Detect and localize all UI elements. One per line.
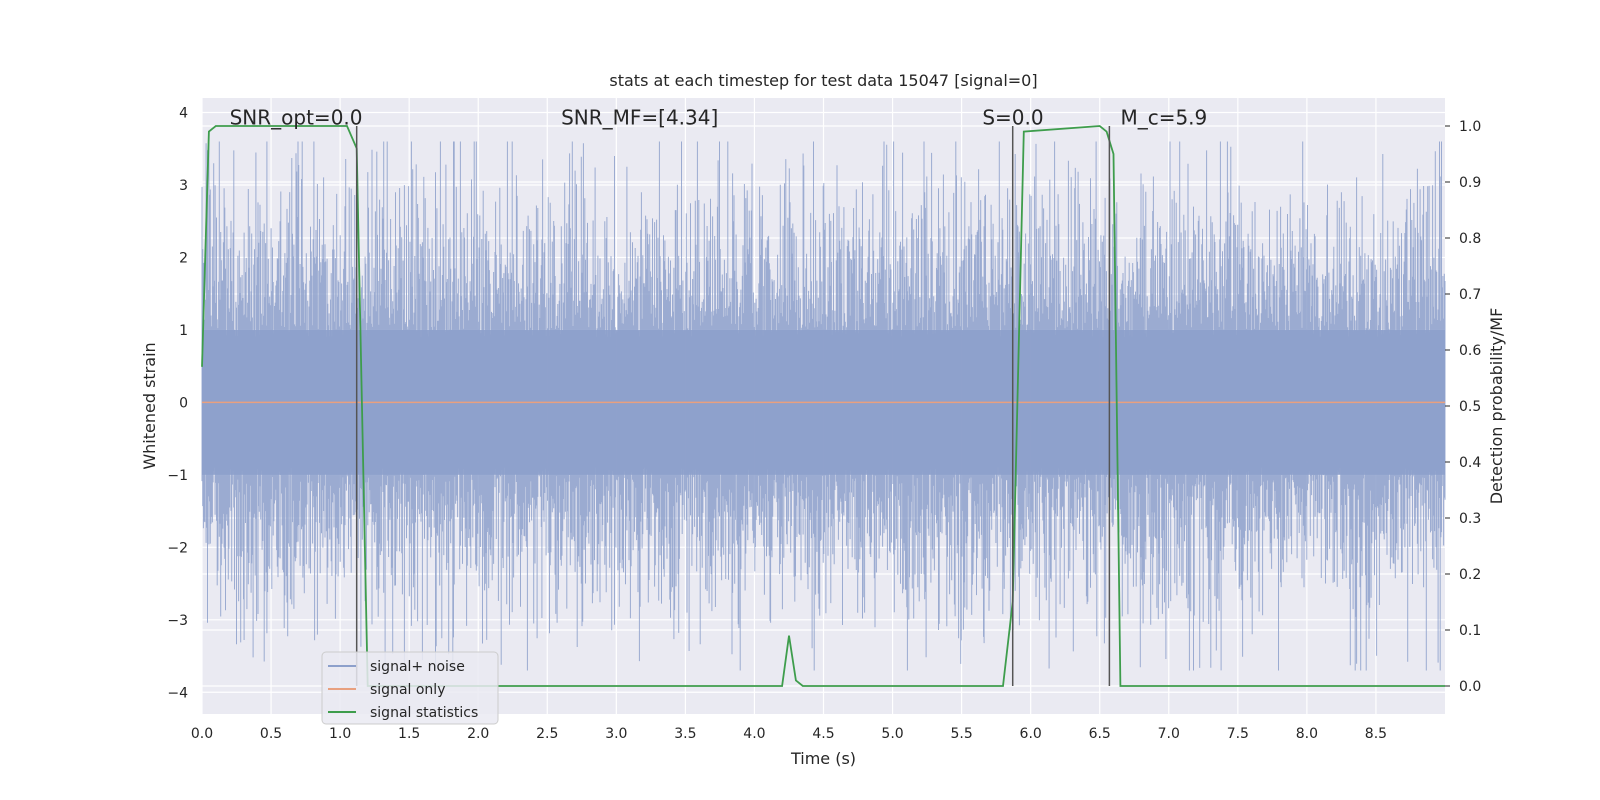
y-tick-label: 1 xyxy=(179,323,188,339)
x-tick-label: 4.0 xyxy=(743,726,765,742)
y2-tick-label: 0.8 xyxy=(1459,231,1481,247)
legend-label: signal+ noise xyxy=(370,659,465,675)
series-line xyxy=(201,125,1445,687)
x-tick-label: 5.0 xyxy=(881,726,903,742)
legend-label: signal statistics xyxy=(370,705,478,721)
legend-label: signal only xyxy=(370,682,445,698)
y2-tick-label: 0.1 xyxy=(1459,623,1481,639)
y-tick-label: −4 xyxy=(167,685,188,701)
x-tick-label: 6.5 xyxy=(1089,726,1111,742)
y2-tick-label: 0.9 xyxy=(1459,175,1481,191)
x-axis-label: Time (s) xyxy=(790,749,856,768)
annotation: M_c=5.9 xyxy=(1120,106,1207,130)
tick-labels: 0.0 0.5 1.0 1.5 2.0 2.5 3.0 3.5 4.0 4.5 5.0 5.5 6.0 6… xyxy=(167,105,1481,742)
y-tick-label: −2 xyxy=(167,540,188,556)
x-tick-label: 1.0 xyxy=(329,726,351,742)
x-tick-label: 5.5 xyxy=(950,726,972,742)
y-axis-label: Whitened strain xyxy=(140,342,159,469)
y2-tick-label: 0.7 xyxy=(1459,287,1481,303)
x-tick-label: 2.5 xyxy=(536,726,558,742)
y2-tick-label: 0.2 xyxy=(1459,567,1481,583)
y-tick-label: −3 xyxy=(167,613,188,629)
x-tick-label: 3.5 xyxy=(674,726,696,742)
y2-tick-label: 1.0 xyxy=(1459,119,1481,135)
x-tick-label: 4.5 xyxy=(812,726,834,742)
x-tick-label: 7.5 xyxy=(1227,726,1249,742)
annotation: S=0.0 xyxy=(982,106,1043,130)
x-tick-label: 8.0 xyxy=(1296,726,1318,742)
x-tick-label: 7.0 xyxy=(1158,726,1180,742)
y-tick-label: 4 xyxy=(179,105,188,121)
y-tick-label: −1 xyxy=(167,468,188,484)
x-tick-label: 0.0 xyxy=(191,726,213,742)
legend: signal+ noise signal only signal statistic… xyxy=(321,651,499,725)
x-tick-label: 3.0 xyxy=(605,726,627,742)
annotations: SNR_opt=0.0 SNR_MF=[4.34] S=0.0 M_c=5.9 xyxy=(230,106,1208,130)
annotation: SNR_MF=[4.34] xyxy=(561,106,718,130)
vertical-markers xyxy=(355,126,1111,686)
legend-box xyxy=(321,651,499,725)
x-tick-label: 1.5 xyxy=(398,726,420,742)
y2-tick-label: 0.3 xyxy=(1459,511,1481,527)
x-tick-label: 2.0 xyxy=(467,726,489,742)
annotation: SNR_opt=0.0 xyxy=(230,106,363,130)
y2-tick-label: 0.4 xyxy=(1459,455,1481,471)
y-tick-label: 2 xyxy=(179,250,188,266)
y2-axis-label: Detection probability/MF xyxy=(1487,308,1506,505)
series-lines xyxy=(201,125,1445,687)
y2-tick-label: 0.0 xyxy=(1459,679,1481,695)
chart-title: stats at each timestep for test data 150… xyxy=(609,71,1037,90)
y2-tick-label: 0.5 xyxy=(1459,399,1481,415)
y-tick-label: 0 xyxy=(179,395,188,411)
y-tick-label: 3 xyxy=(179,178,188,194)
x-tick-label: 6.0 xyxy=(1020,726,1042,742)
x-tick-label: 8.5 xyxy=(1365,726,1387,742)
y2-tick-label: 0.6 xyxy=(1459,343,1481,359)
x-tick-label: 0.5 xyxy=(260,726,282,742)
